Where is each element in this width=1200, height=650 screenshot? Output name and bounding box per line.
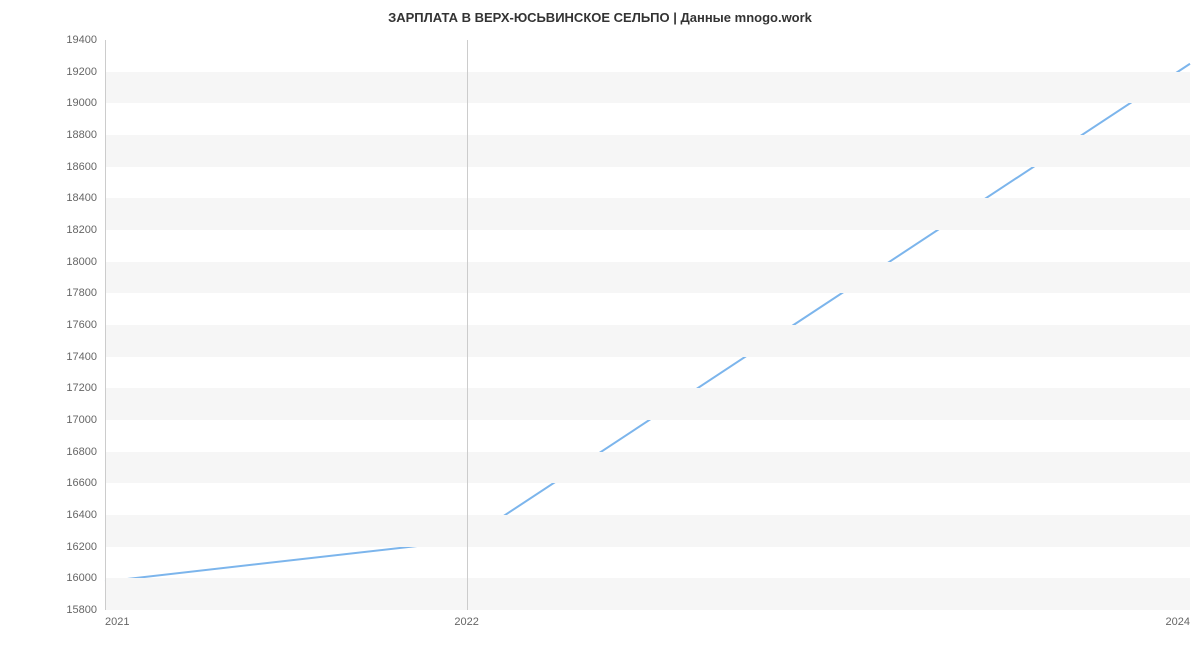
x-divider <box>467 40 468 610</box>
y-tick-label: 17200 <box>66 382 97 394</box>
salary-line-chart: ЗАРПЛАТА В ВЕРХ-ЮСЬВИНСКОЕ СЕЛЬПО | Данн… <box>0 0 1200 650</box>
grid-band <box>105 515 1190 547</box>
x-tick-label: 2024 <box>1166 616 1190 628</box>
y-tick-label: 16800 <box>66 446 97 458</box>
chart-title: ЗАРПЛАТА В ВЕРХ-ЮСЬВИНСКОЕ СЕЛЬПО | Данн… <box>0 10 1200 25</box>
grid-band <box>105 198 1190 230</box>
grid-band <box>105 325 1190 357</box>
y-tick-label: 17400 <box>66 351 97 363</box>
y-tick-label: 18800 <box>66 129 97 141</box>
x-tick-label: 2021 <box>105 616 129 628</box>
y-tick-label: 16400 <box>66 509 97 521</box>
y-tick-label: 15800 <box>66 604 97 616</box>
y-axis-line <box>105 40 106 610</box>
y-tick-label: 19400 <box>66 34 97 46</box>
y-tick-label: 17600 <box>66 319 97 331</box>
y-tick-label: 18400 <box>66 192 97 204</box>
y-tick-label: 17000 <box>66 414 97 426</box>
grid-band <box>105 578 1190 610</box>
y-tick-label: 18200 <box>66 224 97 236</box>
y-tick-label: 16200 <box>66 541 97 553</box>
y-tick-label: 17800 <box>66 287 97 299</box>
grid-band <box>105 135 1190 167</box>
y-tick-label: 18000 <box>66 256 97 268</box>
grid-band <box>105 388 1190 420</box>
y-tick-label: 19200 <box>66 66 97 78</box>
y-tick-label: 16000 <box>66 572 97 584</box>
plot-area: 1580016000162001640016600168001700017200… <box>105 40 1190 610</box>
y-tick-label: 18600 <box>66 161 97 173</box>
y-tick-label: 19000 <box>66 97 97 109</box>
grid-band <box>105 262 1190 294</box>
y-tick-label: 16600 <box>66 477 97 489</box>
grid-band <box>105 452 1190 484</box>
grid-band <box>105 72 1190 104</box>
x-tick-label: 2022 <box>454 616 478 628</box>
